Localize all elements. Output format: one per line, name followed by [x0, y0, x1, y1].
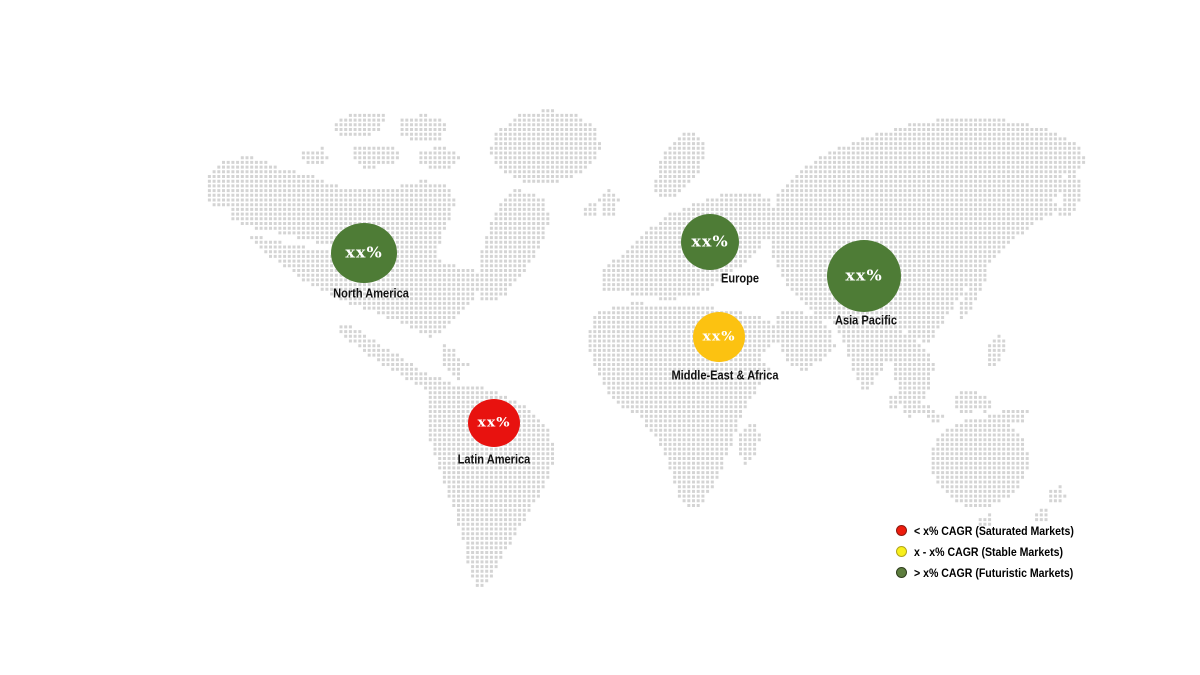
region-cagr-value: xx%: [845, 266, 883, 285]
legend-green-dot-icon: [896, 567, 907, 578]
region-label-asia-pacific: Asia Pacific: [834, 312, 898, 328]
legend-label: x - x% CAGR (Stable Markets): [914, 544, 1064, 559]
legend-item-futuristic: > x% CAGR (Futuristic Markets): [896, 562, 1096, 583]
region-cagr-value: xx%: [477, 415, 511, 431]
region-cagr-value: xx%: [691, 232, 729, 251]
region-label-europe: Europe: [720, 270, 760, 286]
region-cagr-value: xx%: [345, 243, 383, 262]
legend-yellow-dot-icon: [896, 546, 907, 557]
region-bubble-asia-pacific[interactable]: xx%: [827, 240, 901, 312]
region-label-latin-america: Latin America: [457, 451, 531, 467]
region-bubble-middle-east-africa[interactable]: xx%: [693, 312, 745, 362]
legend-red-dot-icon: [896, 525, 907, 536]
region-bubble-north-america[interactable]: xx%: [331, 223, 397, 283]
region-cagr-value: xx%: [702, 329, 736, 345]
legend: < x% CAGR (Saturated Markets) x - x% CAG…: [896, 520, 1096, 583]
region-bubble-latin-america[interactable]: xx%: [468, 399, 520, 447]
region-bubble-europe[interactable]: xx%: [681, 214, 739, 270]
legend-label: > x% CAGR (Futuristic Markets): [914, 565, 1074, 580]
legend-label: < x% CAGR (Saturated Markets): [914, 523, 1074, 538]
legend-item-stable: x - x% CAGR (Stable Markets): [896, 541, 1096, 562]
legend-item-saturated: < x% CAGR (Saturated Markets): [896, 520, 1096, 541]
region-label-middle-east-africa: Middle-East & Africa: [671, 367, 779, 383]
region-label-north-america: North America: [333, 285, 409, 301]
